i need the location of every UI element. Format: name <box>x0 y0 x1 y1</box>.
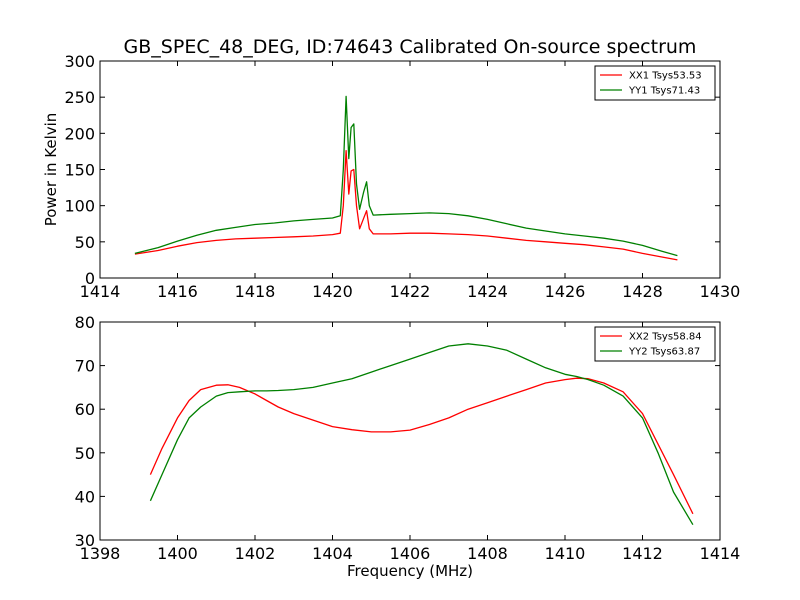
x-tick-label: 1420 <box>312 282 353 301</box>
y-tick-label: 60 <box>75 400 95 419</box>
y-tick-label: 50 <box>75 444 95 463</box>
x-tick-label: 1426 <box>545 282 586 301</box>
x-tick-label: 1422 <box>390 282 431 301</box>
y-tick-label: 0 <box>85 269 95 288</box>
legend-box <box>594 326 716 362</box>
plot-panel-2: 1398 1400 1402 1404 1406 1408 1410 1412 1414 30 40… <box>75 313 741 580</box>
x-tick-label: 1414 <box>700 544 741 563</box>
legend-1: XX1 Tsys53.53 YY1 Tsys71.43 <box>594 65 716 101</box>
x-tick-label: 1424 <box>467 282 508 301</box>
x-tick-label: 1410 <box>545 544 586 563</box>
y-tick-label: 70 <box>75 357 95 376</box>
legend-box <box>594 65 716 101</box>
y-tick-label: 100 <box>64 197 95 216</box>
legend-label: YY1 Tsys71.43 <box>628 86 700 97</box>
series-line-1-2 <box>134 95 678 257</box>
y-tick-label: 200 <box>64 124 95 143</box>
legend-label: YY2 Tsys63.87 <box>628 347 700 358</box>
y-tick-label: 300 <box>64 52 95 71</box>
x-tick-label: 1430 <box>700 282 741 301</box>
x-tick-label: 1398 <box>80 544 121 563</box>
y-tick-label: 30 <box>75 531 95 550</box>
y-tick-label: 250 <box>64 88 95 107</box>
y-tick-label: 50 <box>75 233 95 252</box>
x-tick-label: 1404 <box>312 544 353 563</box>
x-tick-label: 1414 <box>80 282 121 301</box>
x-tick-label: 1416 <box>157 282 198 301</box>
series-line-1-1 <box>134 150 678 261</box>
y-tick-label: 150 <box>64 161 95 180</box>
x-tick-label: 1412 <box>622 544 663 563</box>
plot-panel-1: 1414 1416 1418 1420 1422 1424 1426 1428 1430 0 50 1… <box>42 52 740 301</box>
y-axis-title: Power in Kelvin <box>42 113 60 227</box>
x-tick-label: 1418 <box>235 282 276 301</box>
figure-title: GB_SPEC_48_DEG, ID:74643 Calibrated On-s… <box>124 36 697 58</box>
x-tick-label: 1428 <box>622 282 663 301</box>
x-tick-label: 1408 <box>467 544 508 563</box>
series-line-2-1 <box>149 377 694 515</box>
x-axis-title: Frequency (MHz) <box>347 562 473 580</box>
legend-2: XX2 Tsys58.84 YY2 Tsys63.87 <box>594 326 716 362</box>
legend-label: XX1 Tsys53.53 <box>629 71 702 82</box>
y-tick-label: 80 <box>75 313 95 332</box>
legend-label: XX2 Tsys58.84 <box>629 332 702 343</box>
x-tick-label: 1406 <box>390 544 431 563</box>
x-tick-label: 1402 <box>235 544 276 563</box>
series-line-2-2 <box>149 343 694 526</box>
x-tick-label: 1400 <box>157 544 198 563</box>
y-tick-label: 40 <box>75 487 95 506</box>
